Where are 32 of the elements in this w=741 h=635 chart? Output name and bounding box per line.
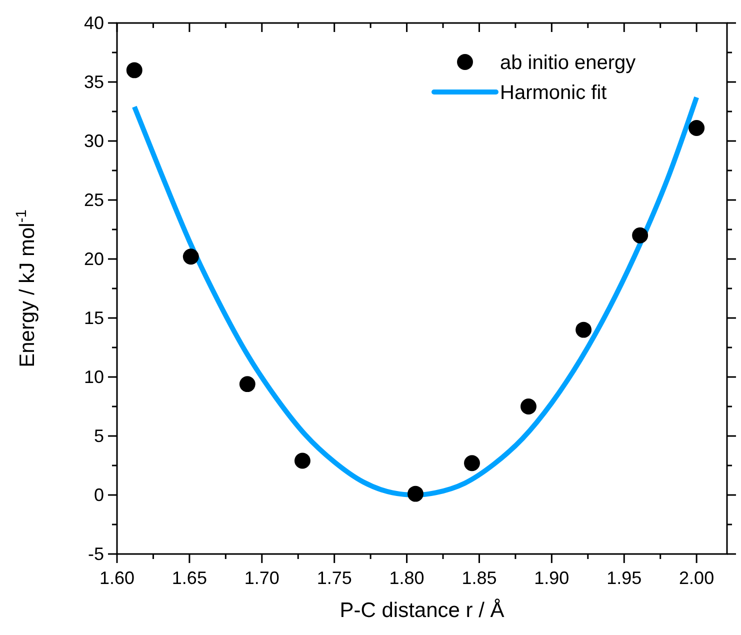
point — [576, 322, 592, 338]
y-tick-label: 30 — [84, 131, 104, 151]
x-tick-label: 1.60 — [99, 568, 135, 588]
y-tick-label: 40 — [84, 13, 104, 33]
y-tick-label: 10 — [84, 367, 104, 387]
y-tick-label: 35 — [84, 72, 104, 92]
x-tick-label: 1.95 — [606, 568, 642, 588]
point — [408, 486, 424, 502]
legend-label: ab initio energy — [500, 52, 636, 74]
y-tick-label: 20 — [84, 249, 104, 269]
x-axis-title: P-C distance r / Å — [340, 598, 504, 622]
point — [632, 227, 648, 244]
y-tick-label: 0 — [94, 485, 104, 505]
x-tick-label: 1.85 — [462, 568, 497, 588]
legend-label: Harmonic fit — [500, 82, 608, 104]
point — [182, 248, 199, 265]
point — [520, 398, 536, 414]
y-tick-label: -5 — [88, 544, 104, 564]
x-tick-label: 1.75 — [316, 568, 352, 588]
point — [688, 120, 705, 136]
y-tick-label: 15 — [84, 308, 104, 328]
x-tick-label: 2.00 — [679, 568, 714, 588]
x-tick-label: 1.70 — [244, 568, 280, 588]
x-tick-label: 1.80 — [389, 568, 424, 588]
y-tick-label: 5 — [94, 426, 104, 446]
x-tick-label: 1.65 — [172, 568, 207, 588]
x-tick-label: 1.90 — [534, 568, 570, 588]
y-tick-label: 25 — [84, 190, 104, 210]
point — [126, 62, 142, 78]
point — [239, 376, 256, 392]
point — [294, 452, 310, 469]
point — [464, 455, 480, 472]
